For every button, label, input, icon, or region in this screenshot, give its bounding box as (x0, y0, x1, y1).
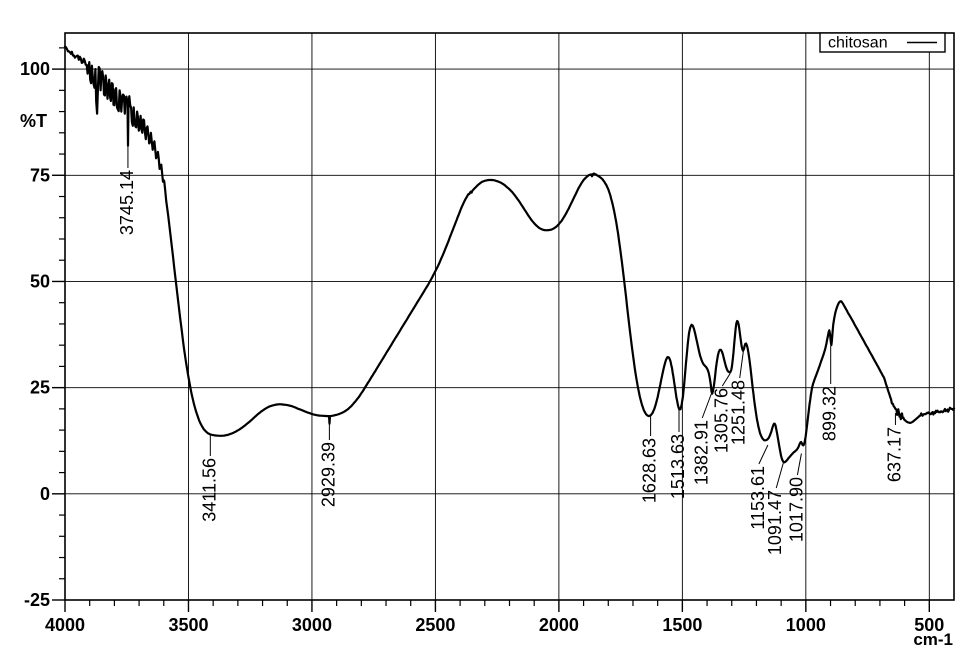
peak-pointer-line (701, 393, 712, 419)
x-axis-title: cm-1 (913, 630, 953, 649)
peak-wavenumber-label: 899.32 (820, 386, 840, 441)
y-tick-label: 100 (20, 59, 50, 79)
x-tick-label: 3000 (292, 615, 332, 635)
peak-annotations: 3745.14 3411.56 2929.39 1628.63 1513.63 1382.… (117, 143, 904, 555)
peak-pointer-line (796, 453, 802, 476)
peak-wavenumber-label: 1628.63 (640, 438, 660, 503)
peak-wavenumber-label: 1017.90 (786, 477, 806, 542)
spectrum-curve (63, 45, 956, 464)
legend: chitosan (819, 32, 946, 53)
x-tick-label: 2500 (415, 615, 455, 635)
peak-wavenumber-label: 1305.76 (711, 388, 731, 453)
y-tick-label: 75 (30, 165, 50, 185)
peak-wavenumber-label: 2929.39 (318, 442, 338, 507)
y-tick-label: 0 (40, 484, 50, 504)
legend-label: chitosan (828, 35, 888, 52)
y-tick-label: 25 (30, 378, 50, 398)
y-axis-title: %T (20, 111, 47, 131)
chitosan-spectrum-line (63, 45, 956, 464)
peak-wavenumber-label: 1153.61 (748, 466, 768, 530)
x-tick-label: 3500 (168, 615, 208, 635)
legend-box (819, 32, 946, 53)
peak-wavenumber-label: 637.17 (884, 427, 904, 482)
peak-wavenumber-label: 1251.48 (729, 380, 749, 445)
peak-pointer-line (775, 463, 784, 489)
y-axis-labels: 100 75 50 25 0 -25 (20, 59, 50, 610)
peak-wavenumber-label: 1382.91 (691, 420, 711, 485)
peak-pointer-line (758, 444, 769, 465)
x-axis-labels: 4000 3500 3000 2500 2000 1500 1000 500 (45, 615, 944, 635)
x-tick-label: 2000 (539, 615, 579, 635)
plot-border (64, 32, 955, 601)
peak-pointer-line (739, 348, 745, 379)
x-tick-label: 1000 (786, 615, 826, 635)
peak-wavenumber-label: 1091.47 (765, 490, 785, 555)
peak-pointer-line (721, 372, 731, 387)
peak-wavenumber-label: 3411.56 (199, 458, 219, 522)
y-tick-label: 50 (30, 271, 50, 291)
y-tick-label: -25 (24, 590, 50, 610)
gridlines (65, 33, 954, 600)
x-tick-label: 500 (914, 615, 944, 635)
peak-wavenumber-label: 3745.14 (117, 170, 137, 235)
x-tick-label: 1500 (662, 615, 702, 635)
peak-wavenumber-label: 1513.63 (668, 434, 688, 499)
x-tick-label: 4000 (45, 615, 85, 635)
axis-ticks (52, 47, 931, 612)
